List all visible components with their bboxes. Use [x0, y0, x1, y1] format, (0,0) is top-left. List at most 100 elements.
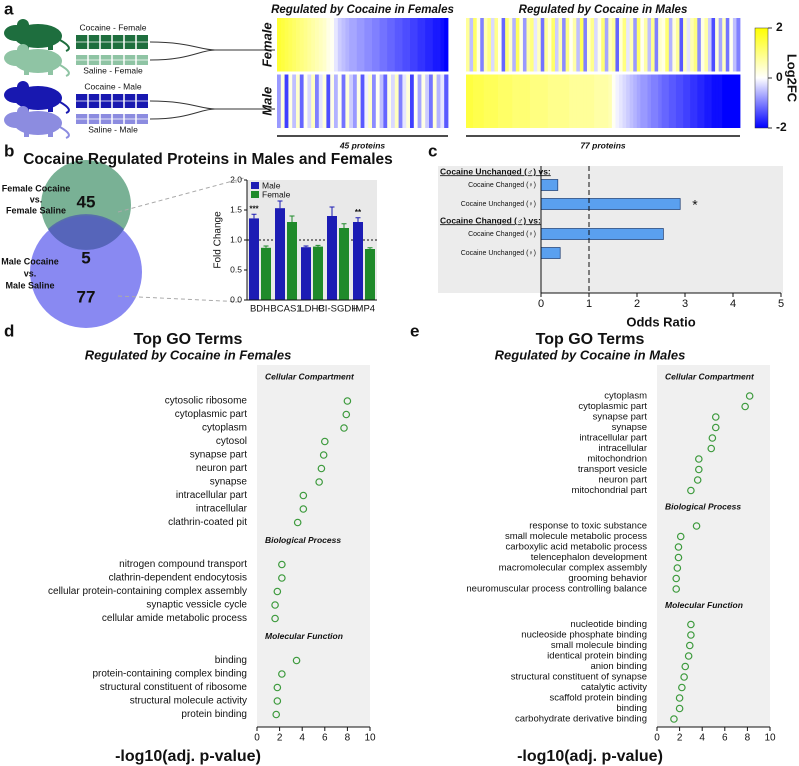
term-label: synapse part: [593, 412, 648, 423]
heatmap-cell: [554, 74, 559, 128]
x-tick-label: 0: [654, 733, 660, 744]
heatmap-cell: [311, 74, 316, 128]
panel-letter: d: [4, 321, 14, 340]
dot: [680, 673, 688, 681]
heatmap-cell: [601, 18, 606, 72]
heatmap-cell: [697, 18, 702, 72]
row-label: Male: [259, 87, 274, 116]
heatmap-cell: [633, 18, 638, 72]
term-label: nitrogen compound transport: [119, 559, 247, 570]
heatmap-cell: [572, 18, 577, 72]
error-bar: [341, 223, 347, 228]
heatmap-cell: [469, 18, 474, 72]
term-label: synapse: [612, 422, 647, 433]
heatmap-cell: [421, 18, 426, 72]
heatmap-cell: [715, 74, 720, 128]
heatmap-cell: [318, 74, 323, 128]
heatmap-cell: [421, 74, 426, 128]
section-heading: Molecular Function: [265, 631, 343, 641]
category-label: Cocaine Unchanged (♀): [461, 250, 536, 257]
x-tick-label: 3: [682, 298, 688, 310]
heatmap-cell: [569, 74, 574, 128]
heatmap-cell: [372, 18, 377, 72]
heatmap-cell: [494, 74, 499, 128]
dot: [299, 505, 308, 513]
heatmap-cell: [619, 74, 623, 128]
term-label: cytosolic ribosome: [165, 396, 248, 407]
legend-label: Male: [262, 180, 281, 190]
heatmap-cell: [558, 74, 563, 128]
heatmap-cell: [379, 18, 384, 72]
title: Top GO Terms: [536, 331, 645, 348]
heatmap-cell: [526, 18, 531, 72]
heatmap-cell: [725, 18, 730, 72]
term-label: nucleoside phosphate binding: [521, 630, 647, 641]
error-bar: [289, 215, 295, 222]
heatmap-cell: [280, 74, 285, 128]
heatmap-cell: [615, 74, 620, 128]
heatmap-cell: [647, 74, 652, 128]
heatmap-cell: [643, 74, 648, 128]
heatmap-xlabel: 77 proteins: [580, 140, 626, 150]
x-tick-label: 4: [730, 298, 736, 310]
term-label: small molecule metabolic process: [505, 531, 647, 542]
heatmap-cell: [693, 74, 698, 128]
heatmap-cell: [679, 18, 684, 72]
dot: [685, 641, 694, 650]
heatmap-cell: [576, 74, 581, 128]
heatmap-cell: [391, 74, 396, 128]
bar: [249, 218, 259, 300]
heatmap-cell: [483, 74, 488, 128]
dot: [708, 434, 717, 442]
heatmap-cell: [512, 18, 517, 72]
heatmap-cell: [697, 74, 702, 128]
dot: [695, 455, 703, 463]
dot: [271, 601, 279, 609]
y-tick-label: 1.0: [230, 234, 242, 244]
heatmap-cell: [586, 74, 591, 128]
heatmap-cell: [394, 18, 399, 72]
heatmap-cell: [686, 18, 691, 72]
term-label: binding: [215, 655, 247, 666]
panel-letter: a: [4, 0, 14, 18]
x-tick-label: 6: [722, 733, 728, 744]
row-label: Female: [259, 22, 274, 67]
term-label: clathrin-coated pit: [168, 517, 247, 528]
dot: [343, 397, 352, 405]
heatmap-cell: [326, 74, 331, 128]
x-tick-label: 1: [586, 298, 592, 310]
heatmap-cell: [700, 18, 705, 72]
x-tick-label: 8: [745, 733, 751, 744]
heatmap-cell: [686, 74, 691, 128]
heatmap-cell: [665, 74, 670, 128]
term-label: structural constituent of ribosome: [100, 682, 248, 693]
dot: [674, 553, 683, 562]
heatmap-cell: [590, 74, 595, 128]
heatmap-cell: [547, 74, 552, 128]
term-label: cytoplasmic part: [175, 409, 247, 420]
heatmap-cell: [651, 74, 655, 128]
heatmap-cell: [622, 74, 627, 128]
dot: [684, 652, 693, 660]
venn-count: 45: [77, 192, 96, 211]
term-label: cytosol: [216, 436, 247, 447]
legend-label: Female: [262, 189, 291, 199]
x-tick-label: CI-SGDH: [318, 304, 358, 315]
term-label: scaffold protein binding: [549, 693, 647, 704]
heatmap-cell: [619, 18, 623, 72]
colorbar: [754, 27, 769, 129]
axis: [246, 180, 377, 301]
mouse-icon: [3, 43, 70, 77]
heatmap-cell: [718, 74, 723, 128]
dot: [675, 694, 684, 702]
dot: [678, 683, 686, 692]
heatmap-cell: [583, 74, 588, 128]
venn-count: 77: [77, 287, 96, 306]
x-tick-label: 10: [364, 733, 376, 744]
term-label: cytoplasm: [202, 423, 247, 434]
heatmap-cell: [522, 18, 527, 72]
group-heading: Cocaine Changed (♂) vs:: [440, 215, 541, 225]
heatmap-cell: [558, 18, 563, 72]
heatmap-cell: [537, 18, 542, 72]
